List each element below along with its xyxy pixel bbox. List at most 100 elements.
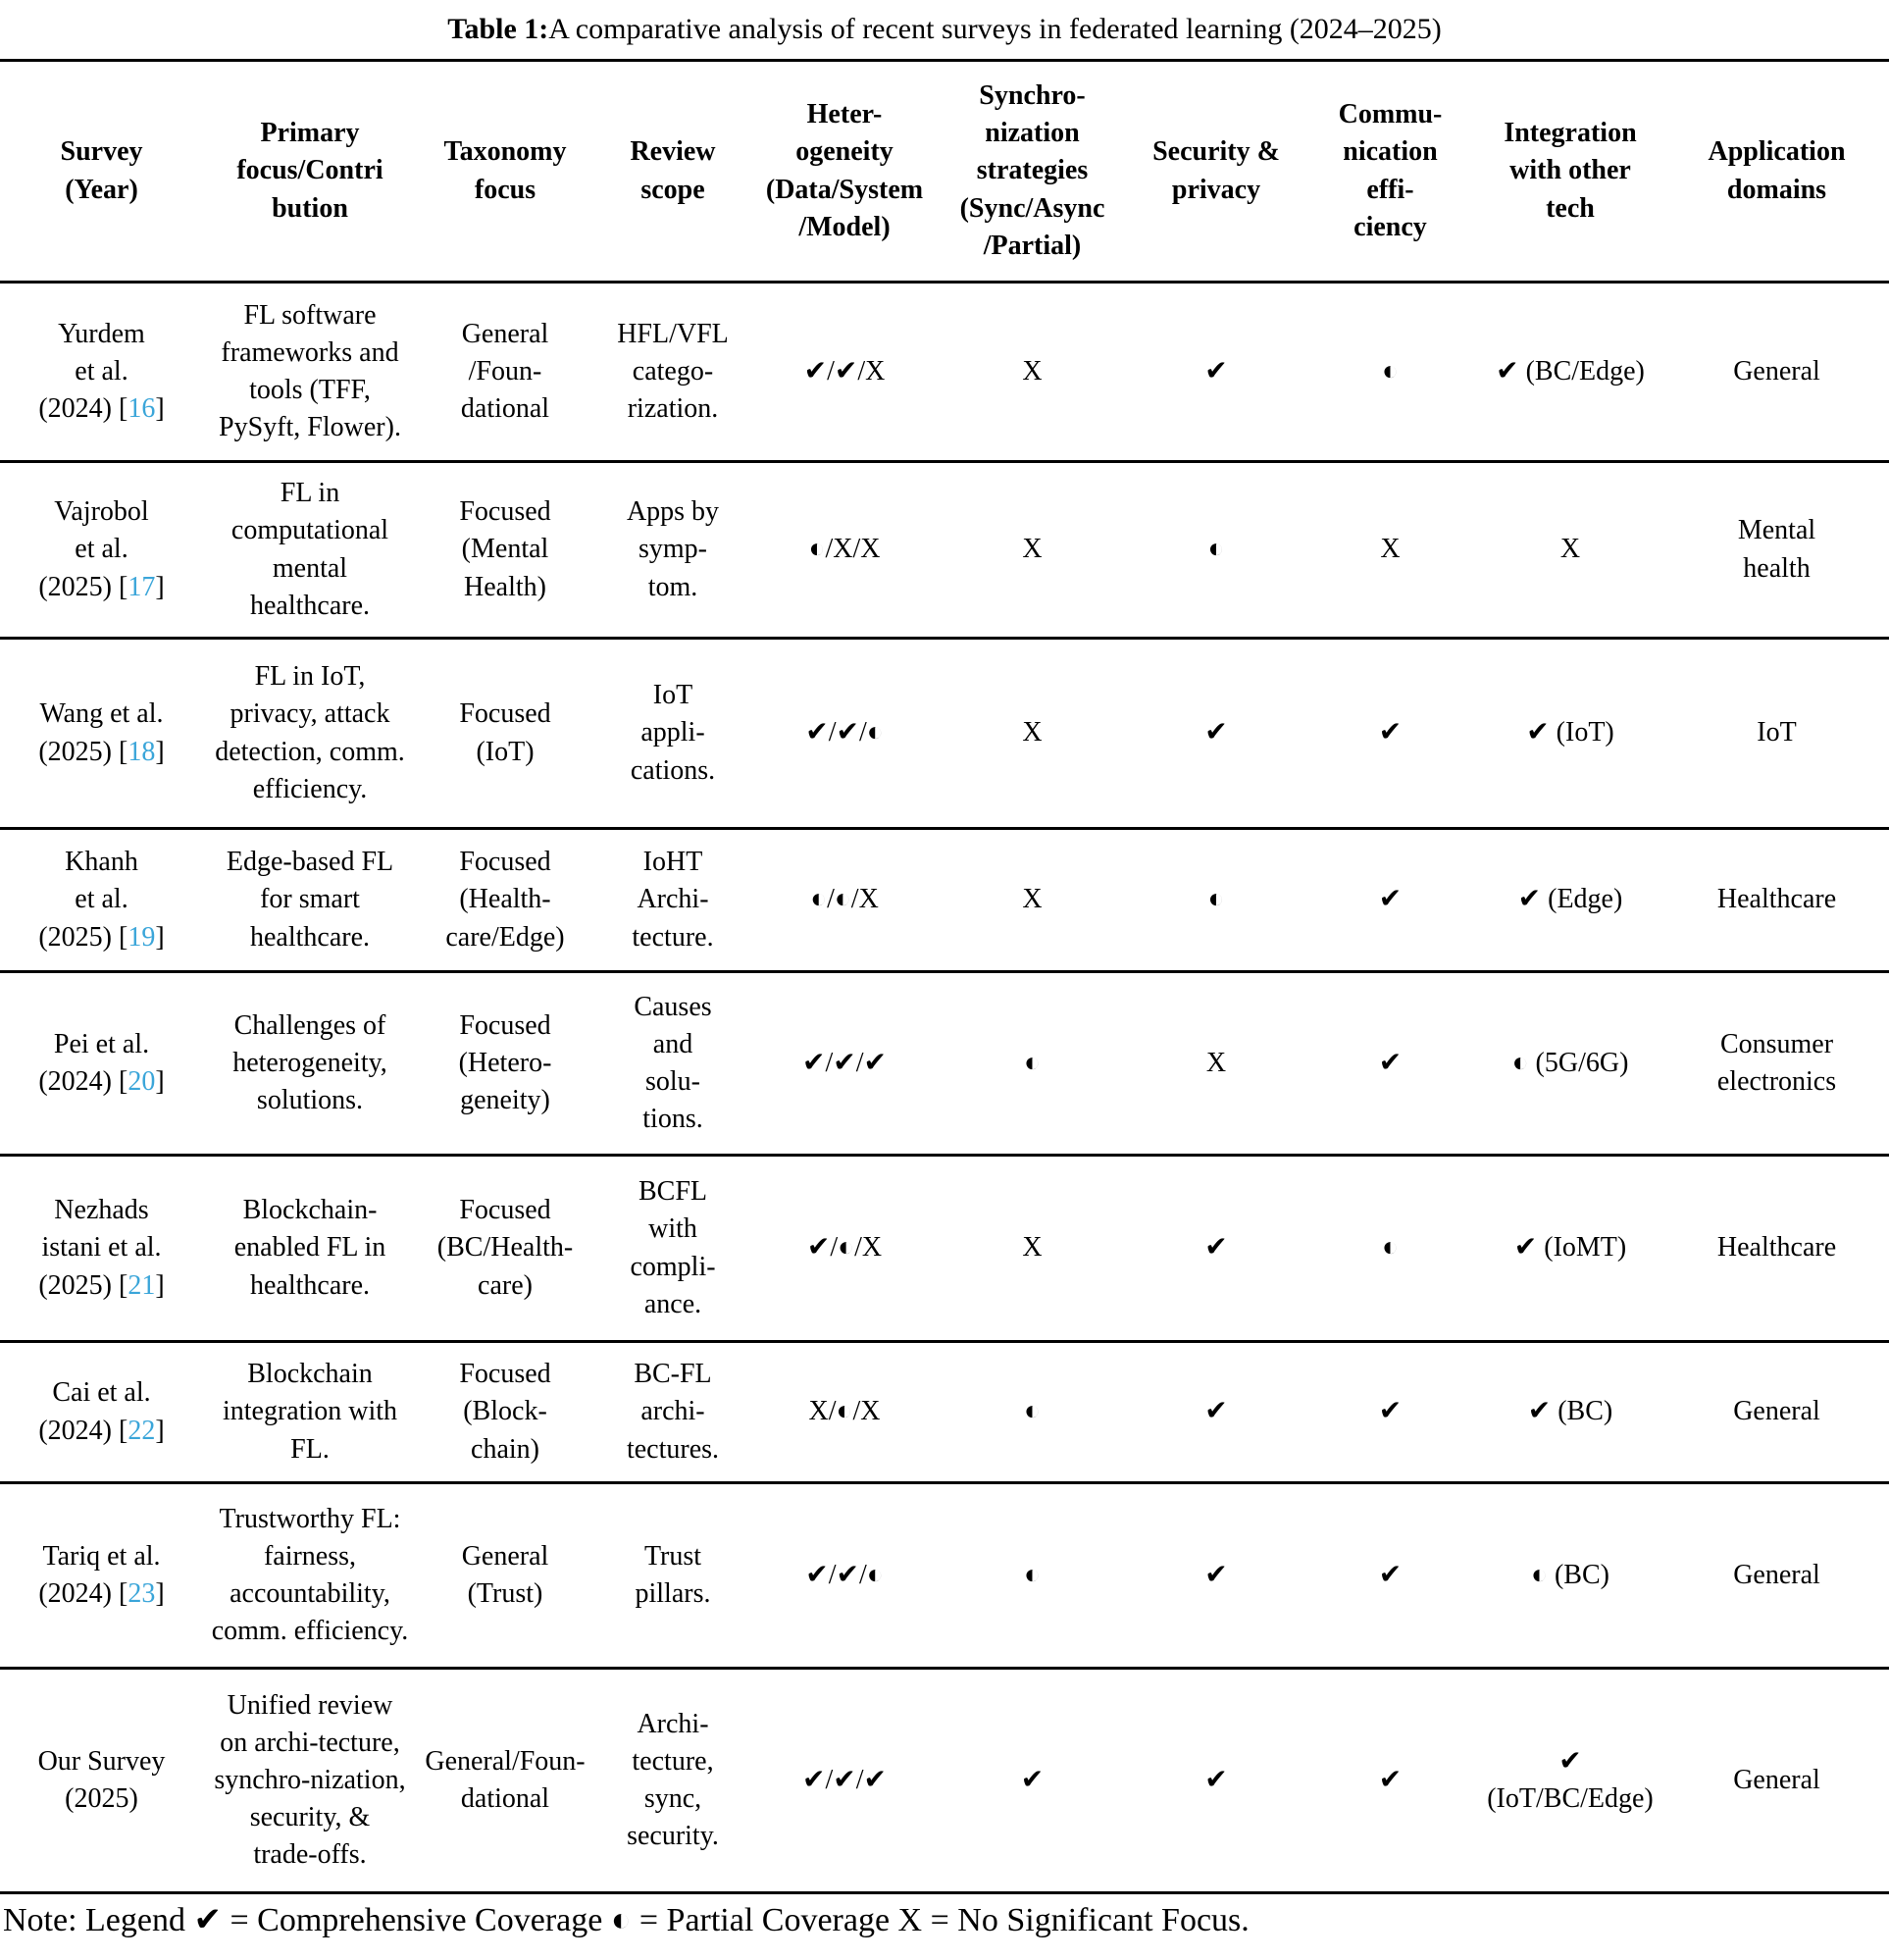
application-cell: General — [1733, 355, 1820, 387]
header-row: Survey (Year) Primary focus/Contri bution… — [0, 61, 1889, 283]
caption-text: A comparative analysis of recent surveys… — [548, 13, 1442, 45]
security-privacy-cell: ◐ — [1207, 534, 1225, 565]
integration-cell: ✔ (BC) — [1527, 1396, 1613, 1427]
table-row-5: Nezhads istani et al. (2025) [21] Blockch… — [0, 1156, 1889, 1342]
primary-focus-cell: Trustworthy FL: fairness, accountability… — [211, 1503, 409, 1647]
primary-focus-cell: FL software frameworks and tools (TFF, P… — [219, 299, 401, 443]
table-row-8: Our Survey (2025) Unified review on archi… — [0, 1669, 1889, 1893]
integration-cell: X — [1559, 534, 1581, 565]
synchronization-cell: ◐ — [1024, 1396, 1041, 1427]
citation-ref[interactable]: 22 — [128, 1415, 156, 1446]
column-header-0: Survey (Year) — [60, 136, 143, 205]
table-row-7: Tariq et al. (2024) [23] Trustworthy FL: … — [0, 1483, 1889, 1669]
integration-cell: ✔ (Edge) — [1517, 884, 1623, 915]
integration-cell: ◐ (BC) — [1531, 1559, 1609, 1590]
survey-cell: Vajrobol et al. (2025) [17] — [38, 496, 165, 602]
primary-focus-cell: Edge-based FL for smart healthcare. — [226, 847, 394, 953]
heterogeneity-cell: ◐/X/X — [808, 534, 881, 565]
column-header-2: Taxonomy focus — [443, 136, 567, 205]
survey-cell: Our Survey (2025) — [37, 1745, 166, 1814]
table-row-4: Pei et al. (2024) [20] Challenges of hete… — [0, 972, 1889, 1156]
security-privacy-cell: ✔ — [1204, 1232, 1228, 1264]
communication-cell: ✔ — [1378, 1047, 1403, 1078]
citation-ref[interactable]: 17 — [128, 571, 156, 602]
heterogeneity-cell: ✔/◐/X — [806, 1232, 883, 1264]
communication-cell: ✔ — [1378, 884, 1403, 915]
primary-focus-cell: Challenges of heterogeneity, solutions. — [232, 1009, 387, 1116]
taxonomy-focus-cell: General /Foun- dational — [460, 318, 550, 425]
citation-ref[interactable]: 18 — [128, 736, 156, 767]
taxonomy-focus-cell: Focused (IoT) — [459, 698, 551, 767]
taxonomy-focus-cell: Focused (Block- chain) — [459, 1359, 551, 1465]
caption-label: Table 1: — [447, 13, 549, 45]
heterogeneity-cell: ✔/✔/◐ — [805, 717, 884, 748]
table-row-3: Khanh et al. (2025) [19] Edge-based FL fo… — [0, 829, 1889, 972]
integration-cell: ✔ (BC/Edge) — [1496, 355, 1645, 387]
survey-cell: Nezhads istani et al. (2025) [21] — [38, 1195, 165, 1301]
taxonomy-focus-cell: Focused (BC/Health- care) — [436, 1195, 574, 1301]
application-cell: Healthcare — [1716, 1232, 1837, 1264]
column-header-5: Synchro- nization strategies (Sync/Async… — [959, 80, 1105, 261]
citation-ref[interactable]: 20 — [128, 1066, 156, 1097]
table-row-0: Yurdem et al. (2024) [16] FL software fra… — [0, 283, 1889, 462]
review-scope-cell: Causes and solu- tions. — [634, 991, 712, 1135]
table-caption: Table 1: A comparative analysis of recen… — [0, 0, 1889, 59]
citation-ref[interactable]: 21 — [128, 1269, 156, 1301]
communication-cell: X — [1380, 534, 1401, 565]
synchronization-cell: X — [1022, 355, 1043, 387]
application-cell: Mental health — [1737, 515, 1816, 584]
integration-cell: ✔ (IoT) — [1526, 717, 1614, 748]
security-privacy-cell: ✔ — [1204, 1396, 1228, 1427]
primary-focus-cell: Blockchain integration with FL. — [222, 1359, 398, 1465]
heterogeneity-cell: ✔/✔/✔ — [802, 1764, 887, 1795]
application-cell: IoT — [1757, 717, 1797, 748]
review-scope-cell: HFL/VFL catego- rization. — [617, 318, 729, 425]
review-scope-cell: IoHT Archi- tecture. — [632, 847, 714, 953]
synchronization-cell: ◐ — [1024, 1559, 1041, 1590]
column-header-3: Review scope — [630, 136, 716, 205]
taxonomy-focus-cell: General/Foun- dational — [425, 1745, 586, 1814]
citation-ref[interactable]: 23 — [128, 1578, 156, 1609]
communication-cell: ✔ — [1378, 1559, 1403, 1590]
heterogeneity-cell: ◐/◐/X — [810, 884, 879, 915]
primary-focus-cell: FL in IoT, privacy, attack detection, co… — [215, 661, 405, 804]
review-scope-cell: Apps by symp- tom. — [626, 496, 720, 602]
citation-ref[interactable]: 19 — [128, 921, 156, 953]
table-body: Yurdem et al. (2024) [16] FL software fra… — [0, 283, 1889, 1893]
review-scope-cell: Archi- tecture, sync, security. — [627, 1708, 719, 1852]
taxonomy-focus-cell: General (Trust) — [461, 1540, 549, 1609]
primary-focus-cell: Unified review on archi-tecture, synchro… — [214, 1689, 406, 1871]
taxonomy-focus-cell: Focused (Mental Health) — [459, 496, 551, 602]
application-cell: General — [1733, 1764, 1820, 1795]
application-cell: Consumer electronics — [1716, 1028, 1837, 1097]
citation-ref[interactable]: 16 — [128, 393, 156, 425]
review-scope-cell: IoT appli- cations. — [630, 680, 716, 786]
review-scope-cell: BCFL with compli- ance. — [630, 1176, 716, 1319]
heterogeneity-cell: ✔/✔/✔ — [802, 1047, 887, 1078]
communication-cell: ✔ — [1378, 1396, 1403, 1427]
column-header-7: Commu- nication effi- ciency — [1338, 99, 1443, 242]
primary-focus-cell: FL in computational mental healthcare. — [230, 478, 389, 621]
heterogeneity-cell: ✔/✔/◐ — [805, 1559, 884, 1590]
synchronization-cell: ◐ — [1024, 1047, 1041, 1078]
table-row-2: Wang et al. (2025) [18] FL in IoT, privac… — [0, 639, 1889, 829]
communication-cell: ◐ — [1382, 1232, 1399, 1264]
survey-cell: Tariq et al. (2024) [23] — [38, 1540, 165, 1609]
security-privacy-cell: X — [1205, 1047, 1227, 1078]
security-privacy-cell: ✔ — [1204, 717, 1228, 748]
synchronization-cell: X — [1022, 534, 1043, 565]
communication-cell: ✔ — [1378, 1764, 1403, 1795]
table-row-1: Vajrobol et al. (2025) [17] FL in computa… — [0, 462, 1889, 639]
security-privacy-cell: ✔ — [1204, 1559, 1228, 1590]
heterogeneity-cell: X/◐/X — [808, 1396, 881, 1427]
security-privacy-cell: ✔ — [1204, 1764, 1228, 1795]
integration-cell: ✔ (IoMT) — [1513, 1232, 1627, 1264]
synchronization-cell: X — [1022, 884, 1043, 915]
integration-cell: ✔ (IoT/BC/Edge) — [1487, 1745, 1654, 1814]
communication-cell: ✔ — [1378, 717, 1403, 748]
table-row-6: Cai et al. (2024) [22] Blockchain integra… — [0, 1342, 1889, 1483]
primary-focus-cell: Blockchain- enabled FL in healthcare. — [233, 1195, 386, 1301]
survey-cell: Cai et al. (2024) [22] — [38, 1377, 165, 1446]
synchronization-cell: X — [1022, 717, 1043, 748]
